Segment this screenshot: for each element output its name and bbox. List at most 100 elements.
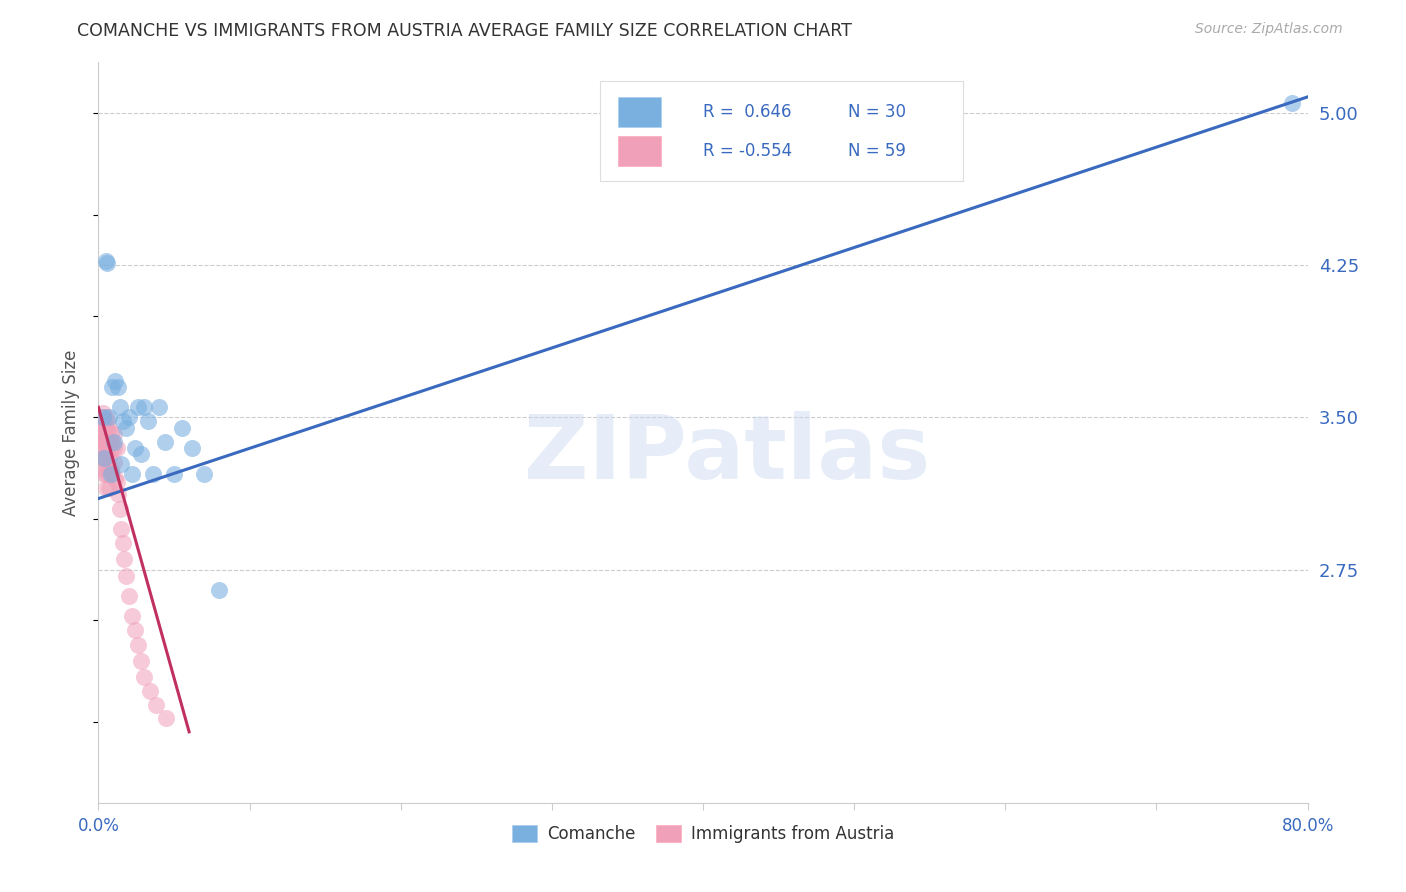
Text: COMANCHE VS IMMIGRANTS FROM AUSTRIA AVERAGE FAMILY SIZE CORRELATION CHART: COMANCHE VS IMMIGRANTS FROM AUSTRIA AVER… (77, 22, 852, 40)
Point (124, 624, 146, 638)
Point (100, 467, 122, 482)
Point (100, 461, 122, 475)
Point (112, 552, 135, 566)
Point (91, 406, 114, 420)
Point (98, 420, 121, 434)
Point (101, 434, 124, 449)
Point (96, 431, 118, 445)
Point (127, 638, 149, 652)
Point (98, 467, 121, 482)
Point (96, 461, 118, 475)
Point (96, 256, 118, 270)
Text: N = 30: N = 30 (848, 103, 905, 121)
Point (100, 426, 122, 441)
Point (101, 380, 124, 394)
Point (121, 609, 143, 624)
Point (96, 447, 118, 461)
Text: Source: ZipAtlas.com: Source: ZipAtlas.com (1195, 22, 1343, 37)
Point (107, 487, 129, 501)
Point (153, 434, 176, 449)
Point (89, 441, 111, 455)
Point (90, 461, 112, 475)
Point (94, 434, 117, 449)
FancyBboxPatch shape (619, 97, 661, 127)
Point (104, 471, 127, 485)
Text: R = -0.554: R = -0.554 (703, 143, 792, 161)
Point (111, 536, 134, 550)
Point (94, 420, 117, 434)
Text: N = 59: N = 59 (848, 143, 905, 161)
Point (103, 426, 125, 441)
Point (96, 414, 118, 428)
Point (111, 414, 134, 428)
Point (108, 401, 131, 415)
Point (114, 568, 136, 582)
Point (107, 380, 129, 394)
Point (91, 414, 114, 428)
Point (170, 420, 193, 434)
Point (98, 450, 121, 465)
Point (110, 457, 132, 471)
Point (93, 434, 115, 449)
Point (98, 410, 121, 425)
Point (1281, 95, 1303, 110)
Point (105, 475, 128, 490)
Point (93, 420, 115, 434)
Point (90, 414, 112, 428)
Point (129, 654, 152, 668)
FancyBboxPatch shape (600, 81, 963, 181)
Point (148, 401, 170, 415)
Point (93, 450, 115, 465)
Point (89, 410, 111, 425)
Point (181, 441, 204, 455)
Point (103, 455, 125, 469)
Point (136, 414, 159, 428)
Point (103, 441, 125, 455)
Text: R =  0.646: R = 0.646 (703, 103, 792, 121)
Point (89, 420, 111, 434)
Point (208, 582, 231, 597)
Point (105, 441, 128, 455)
Point (91, 450, 114, 465)
Point (93, 467, 115, 482)
Point (93, 450, 115, 465)
Point (108, 501, 131, 516)
Text: ZIPatlas: ZIPatlas (524, 411, 931, 499)
Point (193, 467, 215, 482)
Point (101, 467, 124, 482)
Point (121, 467, 143, 482)
Point (94, 410, 117, 425)
Point (118, 410, 141, 425)
Point (90, 431, 112, 445)
Point (124, 441, 146, 455)
Point (94, 467, 117, 482)
FancyBboxPatch shape (619, 136, 661, 166)
Point (98, 434, 121, 449)
Point (118, 589, 141, 603)
Point (104, 374, 127, 388)
Point (94, 450, 117, 465)
Point (94, 254, 117, 268)
Point (145, 698, 167, 713)
Point (90, 450, 112, 465)
Point (94, 482, 117, 496)
Point (110, 522, 132, 536)
Point (93, 410, 115, 425)
Point (127, 401, 149, 415)
Point (114, 420, 136, 434)
Point (163, 467, 186, 482)
Point (91, 434, 114, 449)
Point (132, 401, 155, 415)
Point (139, 684, 162, 698)
Y-axis label: Average Family Size: Average Family Size (62, 350, 80, 516)
Point (98, 482, 121, 496)
Point (155, 710, 177, 724)
Point (91, 410, 114, 425)
Point (142, 467, 165, 482)
Point (132, 670, 155, 684)
Point (129, 447, 152, 461)
Point (91, 426, 114, 441)
Point (100, 441, 122, 455)
Legend: Comanche, Immigrants from Austria: Comanche, Immigrants from Austria (506, 819, 900, 850)
Point (90, 441, 112, 455)
